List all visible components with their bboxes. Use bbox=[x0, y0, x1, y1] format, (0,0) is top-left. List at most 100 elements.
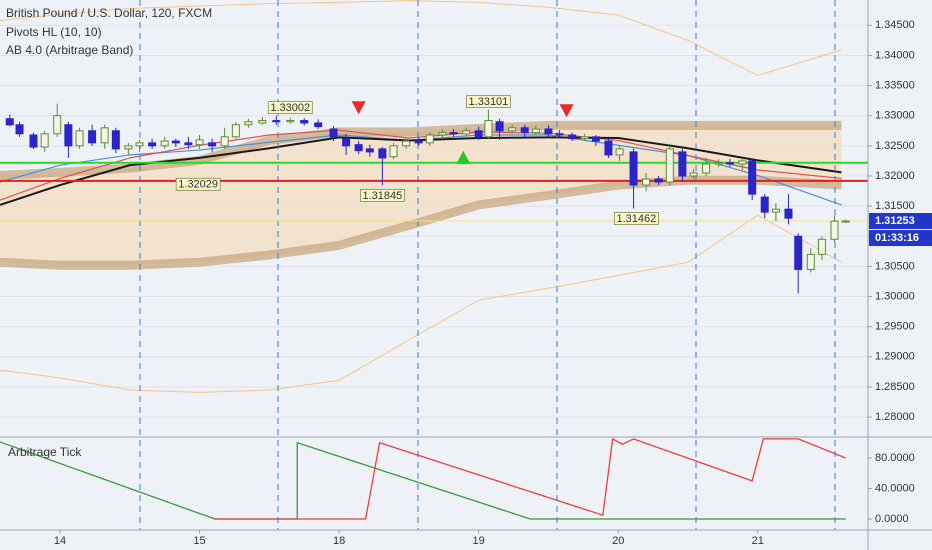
candle-body bbox=[272, 120, 281, 123]
candle-body bbox=[342, 138, 351, 147]
candle-body bbox=[474, 130, 483, 138]
candle-body bbox=[286, 120, 295, 123]
y-tick-label: 1.28500 bbox=[875, 381, 915, 393]
y-tick-label: 80.0000 bbox=[875, 452, 915, 464]
candle-body bbox=[654, 178, 663, 183]
pivot-box bbox=[267, 101, 313, 114]
candle-body bbox=[830, 220, 839, 240]
y-tick-label: 1.33500 bbox=[875, 79, 915, 91]
candle-body bbox=[748, 160, 757, 195]
y-tick-label: 1.33000 bbox=[875, 110, 915, 122]
candle-body bbox=[53, 115, 62, 135]
candle-body bbox=[425, 134, 434, 144]
candle-body bbox=[462, 130, 471, 135]
tick-line bbox=[214, 437, 846, 520]
last-price-tag bbox=[869, 213, 932, 230]
plot-layers: 1.33002 1.32029 1.31845 1.33101 1.31462 bbox=[0, 0, 868, 530]
candle-body bbox=[160, 140, 169, 147]
candle-body bbox=[300, 120, 309, 124]
candle-body bbox=[88, 130, 97, 144]
indicator-label: Pivots HL (10, 10) bbox=[6, 25, 102, 39]
candle-body bbox=[354, 144, 363, 152]
last-price-label: 1.31253 bbox=[875, 215, 915, 227]
candle-body bbox=[208, 142, 217, 147]
candle-body bbox=[760, 196, 769, 213]
x-tick-label: 20 bbox=[612, 535, 624, 547]
candle-body bbox=[520, 127, 529, 134]
candle-body bbox=[5, 118, 14, 126]
candle-body bbox=[714, 162, 723, 165]
candle-body bbox=[365, 148, 374, 153]
session-breaks bbox=[139, 0, 836, 530]
y-tick-label: 1.29500 bbox=[875, 321, 915, 333]
x-tick-label: 18 bbox=[333, 535, 345, 547]
candle-body bbox=[258, 120, 267, 124]
candle-body bbox=[784, 208, 793, 219]
candle-body bbox=[231, 124, 240, 138]
candle-body bbox=[148, 142, 157, 147]
candle-body bbox=[40, 133, 49, 148]
band-edge bbox=[0, 120, 842, 180]
indicator-label: AB 4.0 (Arbitrage Band) bbox=[6, 43, 133, 57]
candle-body bbox=[75, 130, 84, 147]
axes: 1.34500 1.34000 1.33500 1.33000 1.32500 1.320… bbox=[54, 19, 932, 547]
signal-arrow bbox=[351, 101, 366, 115]
candle-body bbox=[220, 136, 229, 147]
x-tick-label: 21 bbox=[752, 535, 764, 547]
candle-body bbox=[495, 121, 504, 132]
x-tick-label: 19 bbox=[473, 535, 485, 547]
y-tick-label: 1.32500 bbox=[875, 140, 915, 152]
pivot-label: 1.33101 bbox=[469, 96, 509, 108]
overlay-line bbox=[0, 129, 842, 201]
candle-body bbox=[817, 238, 826, 255]
candle-body bbox=[702, 163, 711, 174]
y-tick-label: 1.32000 bbox=[875, 170, 915, 182]
y-tick-label: 1.34000 bbox=[875, 49, 915, 61]
x-tick-label: 14 bbox=[54, 535, 66, 547]
y-tick-label: 1.29000 bbox=[875, 351, 915, 363]
candle-body bbox=[389, 145, 398, 158]
candle-body bbox=[615, 148, 624, 156]
candle-body bbox=[544, 128, 553, 135]
legend: British Pound / U.S. Dollar, 120, FXCM P… bbox=[6, 6, 212, 459]
pivot-label: 1.32029 bbox=[178, 179, 218, 191]
candle-body bbox=[794, 235, 803, 270]
candle-body bbox=[124, 145, 133, 150]
pivot-label: 1.31462 bbox=[616, 213, 656, 225]
y-tick-label: 40.0000 bbox=[875, 482, 915, 494]
candle-body bbox=[642, 178, 651, 186]
candle-body bbox=[806, 253, 815, 270]
tick-line bbox=[0, 441, 846, 520]
candle-body bbox=[484, 120, 493, 138]
candle-body bbox=[29, 134, 38, 148]
countdown-label: 01:33:16 bbox=[875, 232, 919, 244]
candle-body bbox=[725, 162, 734, 165]
candle-body bbox=[580, 136, 589, 140]
candle-body bbox=[591, 136, 600, 142]
overlay-line bbox=[0, 136, 842, 206]
candle-body bbox=[841, 220, 850, 223]
candle-body bbox=[111, 130, 120, 150]
candle-body bbox=[402, 140, 411, 147]
candle-body bbox=[568, 134, 577, 140]
candle-body bbox=[195, 139, 204, 146]
candle-body bbox=[378, 148, 387, 159]
annotations: 1.33002 1.32029 1.31845 1.33101 1.31462 bbox=[175, 95, 659, 225]
candle-body bbox=[665, 148, 674, 183]
y-tick-label: 0.0000 bbox=[875, 513, 909, 525]
candle-body bbox=[508, 127, 517, 132]
signal-arrow bbox=[456, 150, 471, 164]
candle-body bbox=[244, 121, 253, 126]
candle-body bbox=[329, 128, 338, 138]
candle-body bbox=[771, 208, 780, 213]
candle-body bbox=[414, 140, 423, 144]
candle-body bbox=[678, 151, 687, 177]
y-tick-label: 1.31500 bbox=[875, 200, 915, 212]
candle-body bbox=[15, 124, 24, 135]
pane-title: Arbitrage Tick bbox=[8, 445, 82, 459]
signal-arrow bbox=[559, 104, 574, 118]
candle-body bbox=[531, 128, 540, 134]
x-tick-label: 15 bbox=[193, 535, 205, 547]
